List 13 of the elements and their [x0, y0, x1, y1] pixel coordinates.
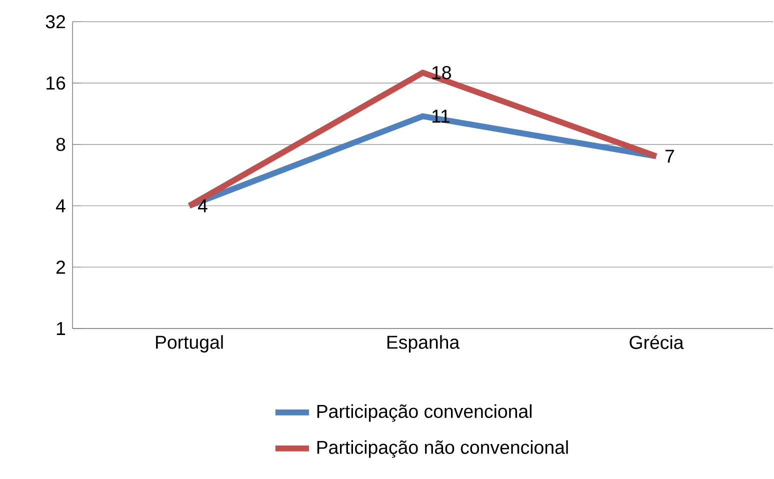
y-tick-label: 32 [46, 14, 65, 28]
y-tick-label: 1 [56, 322, 66, 335]
y-tick-label: 16 [46, 76, 66, 90]
data-label: 18 [432, 66, 451, 80]
legend-label: Participação convencional [317, 404, 532, 422]
y-tick-label: 2 [56, 260, 66, 274]
legend-label: Participação não convencional [317, 440, 568, 458]
y-tick-label: 8 [56, 138, 66, 151]
x-tick-label: Espanha [387, 334, 460, 352]
data-label: 7 [665, 150, 674, 162]
x-tick-label: Portugal [156, 334, 223, 352]
y-tick-label: 4 [56, 199, 66, 212]
x-tick-label: Grécia [630, 334, 684, 349]
